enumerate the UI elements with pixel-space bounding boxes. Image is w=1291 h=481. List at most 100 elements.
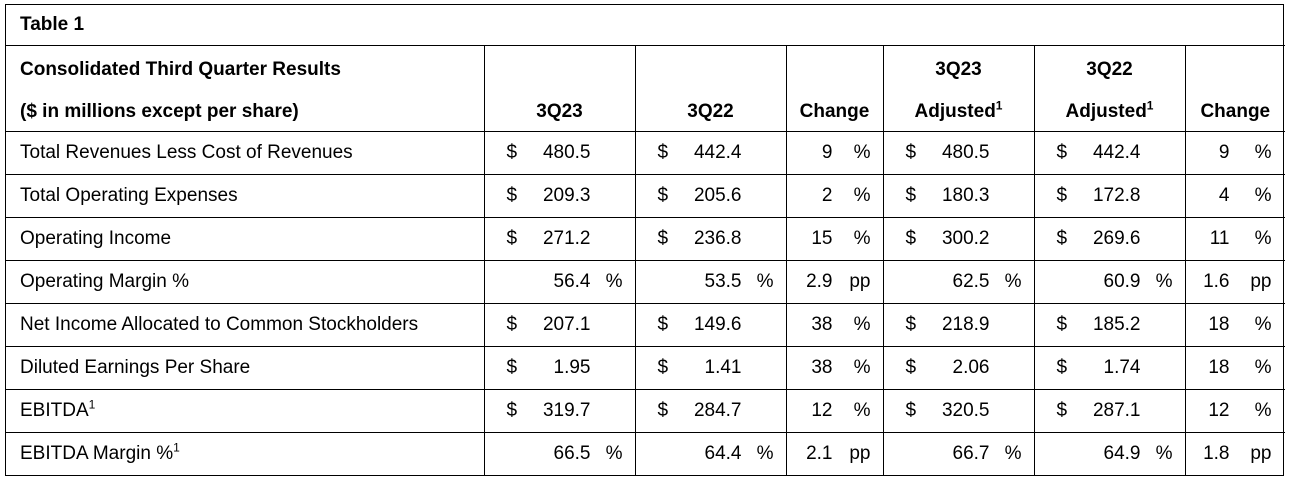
- cell-value: 180.3: [941, 185, 990, 206]
- cell-a: $209.3: [483, 174, 635, 218]
- cell-a: $207.1: [483, 303, 635, 347]
- cell-value: 1.41: [704, 357, 742, 378]
- row-label-text: EBITDA: [20, 400, 89, 421]
- currency-symbol: $: [657, 228, 669, 249]
- cell-c: 12%: [785, 389, 883, 433]
- cell-c: 9%: [785, 131, 883, 175]
- header-3q23-spacer: [483, 45, 635, 93]
- cell-value: 205.6: [693, 185, 742, 206]
- cell-b: $205.6: [634, 174, 786, 218]
- cell-unit: %: [1155, 271, 1173, 292]
- currency-symbol: $: [657, 185, 669, 206]
- table-row: Operating Income $271.2 $236.8 15% $300.2 $26…: [6, 217, 1286, 261]
- currency-symbol: $: [506, 314, 518, 335]
- currency-symbol: $: [657, 357, 669, 378]
- cell-d: 62.5%: [882, 260, 1034, 304]
- cell-b: $236.8: [634, 217, 786, 261]
- currency-symbol: $: [1056, 357, 1068, 378]
- cell-value: 269.6: [1092, 228, 1141, 249]
- cell-value: 480.5: [542, 142, 591, 163]
- cell-value: 53.5: [704, 271, 742, 292]
- change-unit: %: [1254, 314, 1272, 335]
- cell-c: 38%: [785, 346, 883, 390]
- row-label-text: Total Revenues Less Cost of Revenues: [20, 142, 353, 163]
- cell-value: 320.5: [941, 400, 990, 421]
- row-label-text: EBITDA Margin %: [20, 443, 174, 464]
- change-value: 2.9: [806, 271, 833, 292]
- currency-symbol: $: [1056, 185, 1068, 206]
- change-value: 18: [1208, 314, 1230, 335]
- header-3q22-spacer: [634, 45, 786, 93]
- table-row: EBITDA Margin %1 66.5% 64.4% 2.1 pp 66.7% 64.9…: [6, 432, 1286, 475]
- cell-unit: %: [1155, 443, 1173, 464]
- change-unit: pp: [1250, 271, 1272, 292]
- cell-f: 12%: [1184, 389, 1286, 433]
- header-3q22-adjusted-top: 3Q22: [1033, 45, 1185, 93]
- change-value: 1.6: [1203, 271, 1230, 292]
- header-change2-spacer: [1184, 45, 1286, 93]
- cell-unit: %: [605, 443, 623, 464]
- change-unit: %: [853, 142, 871, 163]
- cell-d: $180.3: [882, 174, 1034, 218]
- cell-value: 66.7: [952, 443, 990, 464]
- cell-c: 2%: [785, 174, 883, 218]
- currency-symbol: $: [1056, 228, 1068, 249]
- cell-d: $2.06: [882, 346, 1034, 390]
- change-value: 9: [1218, 142, 1230, 163]
- header-change2: Change: [1184, 93, 1286, 132]
- cell-value: 480.5: [941, 142, 990, 163]
- row-label: Net Income Allocated to Common Stockhold…: [6, 303, 484, 347]
- cell-e: $269.6: [1033, 217, 1185, 261]
- cell-c: 15%: [785, 217, 883, 261]
- currency-symbol: $: [905, 185, 917, 206]
- currency-symbol: $: [905, 400, 917, 421]
- cell-value: 2.06: [952, 357, 990, 378]
- row-label: Total Operating Expenses: [6, 174, 484, 218]
- cell-a: 56.4%: [483, 260, 635, 304]
- footnote-mark: 1: [995, 98, 1003, 113]
- cell-e: $185.2: [1033, 303, 1185, 347]
- change-value: 9: [821, 142, 833, 163]
- table-row: Total Operating Expenses $209.3 $205.6 2% $1…: [6, 174, 1286, 218]
- cell-value: 287.1: [1092, 400, 1141, 421]
- cell-value: 60.9: [1103, 271, 1141, 292]
- cell-value: 442.4: [693, 142, 742, 163]
- table-row: Net Income Allocated to Common Stockhold…: [6, 303, 1286, 347]
- cell-f: 1.8 pp: [1184, 432, 1286, 475]
- row-label: Total Revenues Less Cost of Revenues: [6, 131, 484, 175]
- change-value: 1.8: [1203, 443, 1230, 464]
- footnote-mark: 1: [88, 397, 96, 412]
- cell-c: 2.1 pp: [785, 432, 883, 475]
- results-table-frame: Table 1 Consolidated Third Quarter Resul…: [5, 4, 1286, 476]
- cell-unit: %: [605, 271, 623, 292]
- cell-value: 209.3: [542, 185, 591, 206]
- cell-value: 1.95: [553, 357, 591, 378]
- change-value: 2.1: [806, 443, 833, 464]
- cell-e: $442.4: [1033, 131, 1185, 175]
- currency-symbol: $: [905, 142, 917, 163]
- change-unit: pp: [1250, 443, 1272, 464]
- cell-unit: %: [1004, 443, 1022, 464]
- header-3q22-adjusted: Adjusted1: [1033, 93, 1185, 132]
- header-3q23-adjusted-top: 3Q23: [882, 45, 1034, 93]
- currency-symbol: $: [506, 228, 518, 249]
- table-row: Diluted Earnings Per Share $1.95 $1.41 38% $…: [6, 346, 1286, 390]
- change-unit: %: [853, 400, 871, 421]
- change-unit: pp: [849, 271, 871, 292]
- cell-e: 64.9%: [1033, 432, 1185, 475]
- cell-value: 64.4: [704, 443, 742, 464]
- cell-a: $1.95: [483, 346, 635, 390]
- cell-f: 9%: [1184, 131, 1286, 175]
- currency-symbol: $: [905, 314, 917, 335]
- change-unit: %: [853, 228, 871, 249]
- change-unit: %: [1254, 357, 1272, 378]
- cell-value: 300.2: [941, 228, 990, 249]
- cell-value: 64.9: [1103, 443, 1141, 464]
- results-table: Table 1 Consolidated Third Quarter Resul…: [6, 5, 1286, 475]
- table-title: Table 1: [20, 14, 85, 35]
- cell-b: $1.41: [634, 346, 786, 390]
- currency-symbol: $: [657, 142, 669, 163]
- row-label-text: Operating Income: [20, 228, 172, 249]
- row-label-text: Total Operating Expenses: [20, 185, 238, 206]
- footnote-mark: 1: [1146, 98, 1154, 113]
